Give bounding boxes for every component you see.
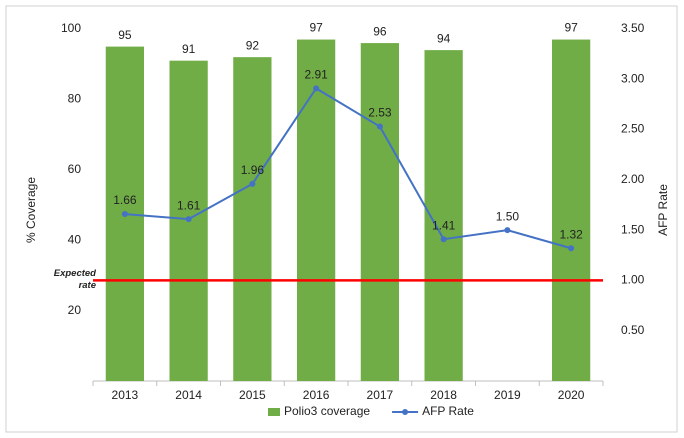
line-point: [249, 180, 256, 187]
line-value-label: 1.61: [177, 198, 201, 212]
bar-value-label: 97: [309, 21, 323, 35]
bar-value-label: 92: [246, 38, 260, 52]
line-point: [185, 216, 192, 223]
bar-value-label: 91: [182, 42, 196, 56]
bar-value-label: 95: [118, 28, 132, 42]
line-point: [376, 123, 383, 130]
reference-label: Expected rate: [53, 268, 96, 291]
line-point: [504, 227, 511, 234]
line-point: [440, 236, 447, 243]
y-tick-label: 100: [61, 21, 81, 35]
line-value-label: 1.66: [113, 193, 137, 207]
line-value-label: 1.50: [496, 209, 520, 223]
y-tick-label: 40: [68, 232, 82, 246]
line-value-label: 2.53: [368, 106, 392, 120]
y2-tick-label: 3.50: [621, 21, 645, 35]
legend-label: Polio3 coverage: [284, 404, 370, 418]
bar-value-label: 96: [373, 24, 387, 38]
y2-tick-label: 1.50: [621, 222, 645, 236]
x-tick-label: 2018: [430, 388, 457, 402]
legend-swatch: [268, 408, 280, 416]
legend-label: AFP Rate: [422, 404, 474, 418]
x-tick-label: 2013: [112, 388, 139, 402]
y-tick-label: 20: [68, 303, 82, 317]
y-tick-label: 60: [68, 162, 82, 176]
x-tick-label: 2015: [239, 388, 266, 402]
y-tick-label: 80: [68, 92, 82, 106]
y2-tick-label: 2.00: [621, 172, 645, 186]
bar-value-label: 97: [564, 21, 578, 35]
bar: [552, 39, 591, 382]
x-tick-label: 2017: [367, 388, 394, 402]
line-point: [313, 85, 320, 92]
y2-tick-label: 0.50: [621, 323, 645, 337]
legend-swatch-dot: [402, 409, 409, 415]
y2-tick-label: 3.00: [621, 71, 645, 85]
line-value-label: 1.32: [559, 227, 583, 241]
line-value-label: 1.96: [241, 163, 265, 177]
x-tick-label: 2019: [494, 388, 521, 402]
bar-value-label: 94: [437, 31, 451, 45]
line-value-label: 1.41: [432, 218, 456, 232]
bar: [360, 43, 399, 381]
line: [124, 86, 572, 250]
x-tick-label: 2014: [175, 388, 202, 402]
y2-tick-label: 2.50: [621, 122, 645, 136]
y2-axis-label: AFP Rate: [656, 184, 670, 236]
x-tick-label: 2016: [303, 388, 330, 402]
line-value-label: 2.91: [304, 68, 328, 82]
line-point: [121, 211, 128, 218]
y2-tick-label: 1.00: [621, 273, 645, 287]
y-axis-label: % Coverage: [24, 177, 38, 243]
line-point: [568, 245, 575, 252]
x-tick-label: 2020: [558, 388, 585, 402]
bar: [233, 57, 272, 381]
